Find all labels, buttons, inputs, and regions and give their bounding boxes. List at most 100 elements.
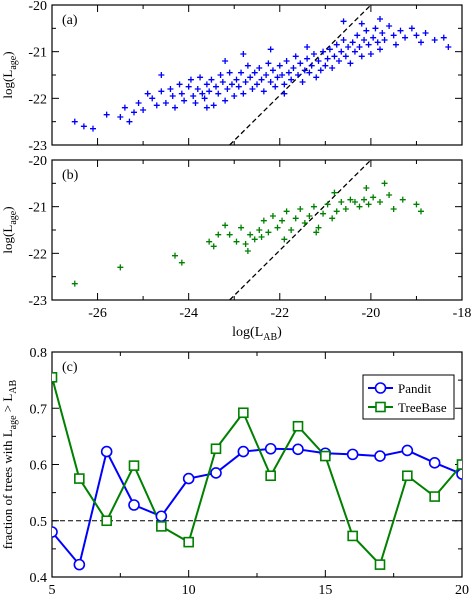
data-point [260,88,267,95]
data-point [297,206,304,212]
data-point [71,280,78,287]
data-point [156,521,167,532]
data-point [251,69,258,76]
data-point [254,81,260,88]
data-point [258,234,265,240]
data-point [377,46,383,53]
data-point [349,39,356,46]
data-point [363,185,370,191]
data-point [292,443,304,456]
data-point [329,215,336,222]
data-point [210,443,222,455]
data-point [178,90,185,97]
data-point [381,37,388,43]
data-point [315,58,322,64]
data-point [121,104,128,111]
x-tick-label: 20 [455,583,469,596]
data-point [210,467,222,479]
data-point [185,83,192,90]
plot-content [52,372,462,571]
data-point [192,100,199,106]
data-point [295,72,301,78]
data-point [365,201,372,208]
data-point [135,100,142,106]
data-point [288,227,295,233]
data-point [390,206,397,212]
data-point [399,196,406,203]
data-point [128,460,140,471]
data-point [172,252,178,259]
data-point [304,55,311,62]
data-point [310,51,317,57]
data-point [169,93,176,99]
y-tick-label: 0.4 [30,571,48,586]
data-point [231,93,238,99]
y-tick-label: 0.7 [30,402,48,417]
data-point [292,420,304,432]
data-point [247,231,254,238]
data-point [149,95,156,102]
data-point [242,241,249,247]
y-tick-label: 0.5 [30,515,48,530]
data-point [203,81,210,88]
data-point [140,107,147,113]
data-point [213,83,219,90]
data-point [176,81,183,88]
data-point [356,44,363,50]
data-point [264,442,277,455]
data-point [117,264,124,271]
x-tick-label: -24 [179,306,198,321]
data-point [283,208,290,215]
data-point [317,67,324,74]
y-tick-label: -23 [28,139,47,154]
data-point [301,220,308,226]
data-point [242,79,249,85]
data-point [342,206,349,212]
y-tick-label: -22 [28,92,47,107]
data-point [428,457,441,469]
data-point [260,217,267,224]
data-point [381,180,388,187]
data-point [292,215,299,222]
data-point [374,450,386,462]
data-point [347,196,354,203]
y-tick-label: -21 [28,46,47,61]
data-point [346,448,359,461]
data-point [222,97,229,104]
data-point [128,499,140,511]
legend-marker [374,382,387,394]
data-point [304,44,311,50]
y-axis-label: log(Lage) [0,206,19,253]
data-point [256,65,263,71]
data-point [52,372,58,383]
data-point [226,69,233,76]
data-point [365,41,372,48]
data-point [187,76,194,83]
data-point [249,86,256,92]
x-tick-label: -26 [88,306,107,321]
data-point [422,30,429,36]
data-point [103,111,110,118]
legend-label: TreeBase [398,400,447,415]
data-point [320,48,327,55]
data-point [126,118,133,125]
plot-frame [51,4,463,146]
x-axis-label: log(LAB) [232,325,282,343]
data-point [329,65,336,71]
data-point [215,231,222,238]
data-point [351,48,358,55]
data-point [74,473,85,484]
panel-a: -20 -21 -22 -23 (a) log(Lage) [0,0,463,154]
data-point [313,74,320,81]
y-tick-label: -21 [28,201,47,216]
data-point [117,114,124,120]
data-point [219,79,226,85]
data-point [370,34,377,41]
data-point [386,23,393,29]
data-point [320,450,331,462]
data-point [402,470,413,482]
data-point [333,208,340,215]
data-point [351,199,358,205]
y-tick-label: 0.6 [30,459,48,474]
data-point [390,32,397,39]
